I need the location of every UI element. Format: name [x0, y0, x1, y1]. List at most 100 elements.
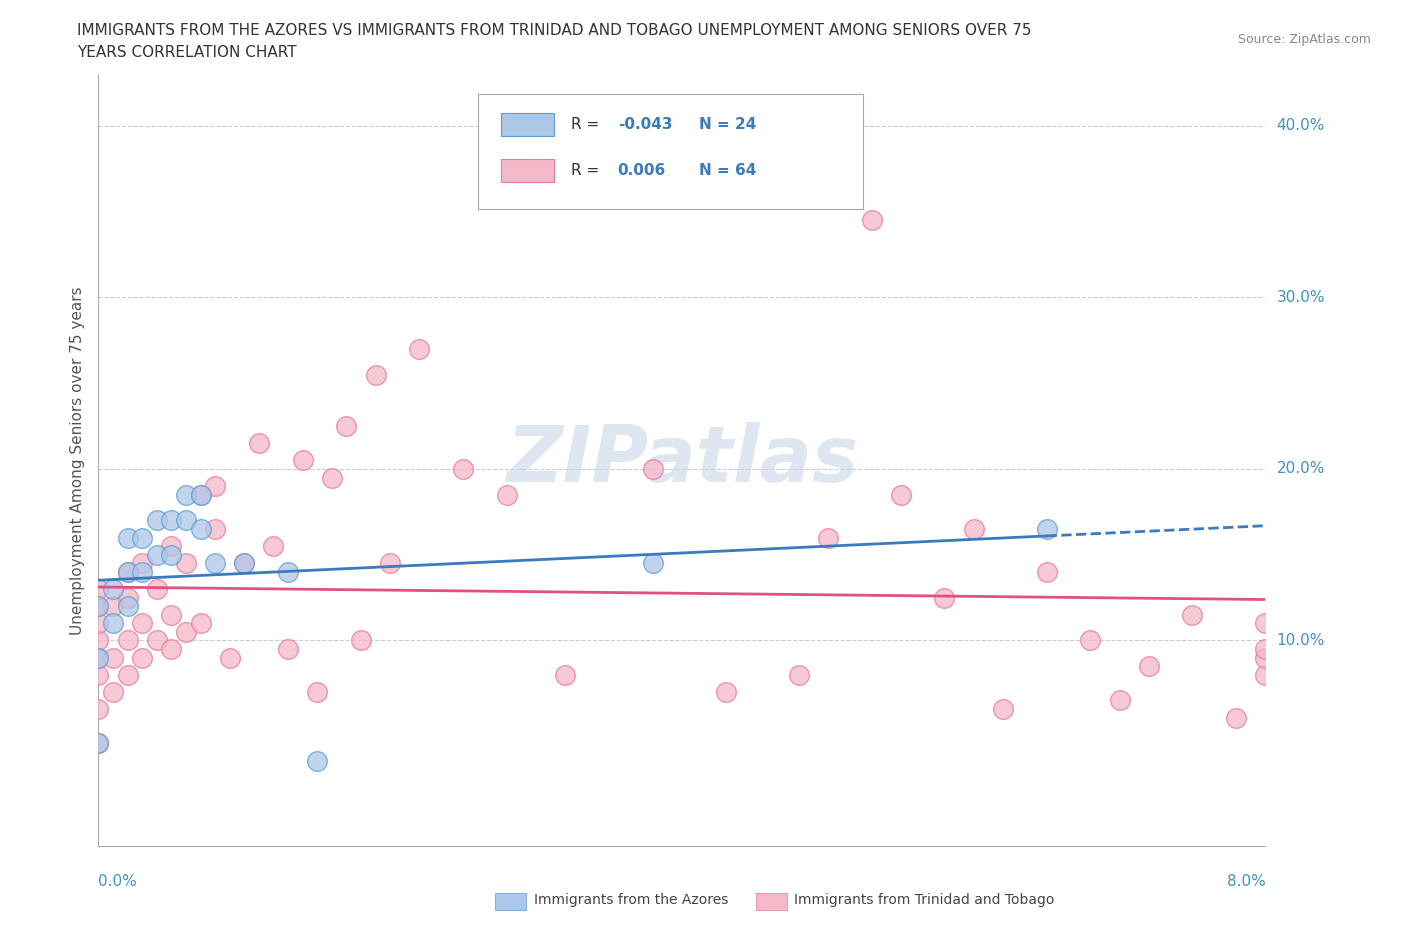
Point [1108, 693, 1130, 708]
Point [131, 565, 153, 579]
Text: R =: R = [571, 164, 605, 179]
Point [131, 556, 153, 571]
Point [934, 591, 956, 605]
Point [101, 599, 124, 614]
Point [1254, 650, 1277, 665]
Point [496, 487, 519, 502]
FancyBboxPatch shape [495, 893, 526, 910]
Point [1254, 668, 1277, 683]
Point [408, 341, 430, 356]
Point [1254, 616, 1277, 631]
Point [1254, 642, 1277, 657]
Point [787, 668, 810, 683]
Point [160, 513, 183, 528]
Point [174, 513, 197, 528]
Point [204, 522, 226, 537]
Point [87, 650, 110, 665]
Point [87, 701, 110, 716]
Point [87, 736, 110, 751]
Point [190, 487, 212, 502]
Point [1137, 658, 1160, 673]
Point [247, 436, 270, 451]
FancyBboxPatch shape [756, 893, 787, 910]
Point [101, 616, 124, 631]
Point [160, 642, 183, 657]
Point [860, 213, 883, 228]
Text: ZIPatlas: ZIPatlas [506, 422, 858, 498]
Y-axis label: Unemployment Among Seniors over 75 years: Unemployment Among Seniors over 75 years [69, 286, 84, 634]
Text: YEARS CORRELATION CHART: YEARS CORRELATION CHART [77, 45, 297, 60]
Text: 0.006: 0.006 [617, 164, 666, 179]
Text: Immigrants from the Azores: Immigrants from the Azores [534, 893, 728, 908]
Point [146, 513, 169, 528]
Point [160, 538, 183, 553]
Point [233, 556, 256, 571]
Point [174, 487, 197, 502]
Text: -0.043: -0.043 [617, 117, 672, 132]
Text: R =: R = [571, 117, 605, 132]
Point [335, 418, 357, 433]
Point [364, 367, 387, 382]
Point [262, 538, 284, 553]
Point [190, 616, 212, 631]
Point [146, 633, 169, 648]
Point [87, 736, 110, 751]
Point [190, 487, 212, 502]
Point [817, 530, 839, 545]
Point [87, 616, 110, 631]
Point [991, 701, 1014, 716]
Point [233, 556, 256, 571]
Point [87, 599, 110, 614]
Point [131, 650, 153, 665]
Point [87, 650, 110, 665]
Text: 8.0%: 8.0% [1226, 874, 1265, 889]
Point [321, 470, 343, 485]
Point [117, 565, 139, 579]
Point [307, 684, 329, 699]
Point [1035, 565, 1057, 579]
Point [641, 461, 664, 476]
Point [174, 624, 197, 639]
Point [160, 607, 183, 622]
Text: N = 64: N = 64 [699, 164, 756, 179]
Point [87, 668, 110, 683]
Point [380, 556, 402, 571]
Text: 20.0%: 20.0% [1277, 461, 1324, 476]
Point [101, 650, 124, 665]
Point [146, 547, 169, 562]
Point [307, 753, 329, 768]
Point [1225, 711, 1247, 725]
Point [1035, 522, 1057, 537]
Point [174, 556, 197, 571]
Point [101, 684, 124, 699]
FancyBboxPatch shape [501, 159, 554, 182]
Point [962, 522, 984, 537]
Point [190, 522, 212, 537]
Point [204, 479, 226, 494]
Point [554, 668, 576, 683]
Point [890, 487, 912, 502]
Point [117, 591, 139, 605]
Text: Immigrants from Trinidad and Tobago: Immigrants from Trinidad and Tobago [794, 893, 1054, 908]
Text: 30.0%: 30.0% [1277, 290, 1324, 305]
Point [291, 453, 314, 468]
Point [218, 650, 240, 665]
Point [1181, 607, 1204, 622]
Point [87, 581, 110, 596]
Point [277, 565, 299, 579]
Point [146, 581, 169, 596]
Point [1080, 633, 1102, 648]
Point [131, 616, 153, 631]
FancyBboxPatch shape [478, 94, 863, 209]
Point [714, 684, 737, 699]
Point [87, 599, 110, 614]
Text: 0.0%: 0.0% [98, 874, 138, 889]
Point [101, 581, 124, 596]
Point [204, 556, 226, 571]
Point [277, 642, 299, 657]
Point [117, 633, 139, 648]
Text: IMMIGRANTS FROM THE AZORES VS IMMIGRANTS FROM TRINIDAD AND TOBAGO UNEMPLOYMENT A: IMMIGRANTS FROM THE AZORES VS IMMIGRANTS… [77, 23, 1032, 38]
Point [117, 530, 139, 545]
Point [117, 668, 139, 683]
Text: 40.0%: 40.0% [1277, 118, 1324, 133]
